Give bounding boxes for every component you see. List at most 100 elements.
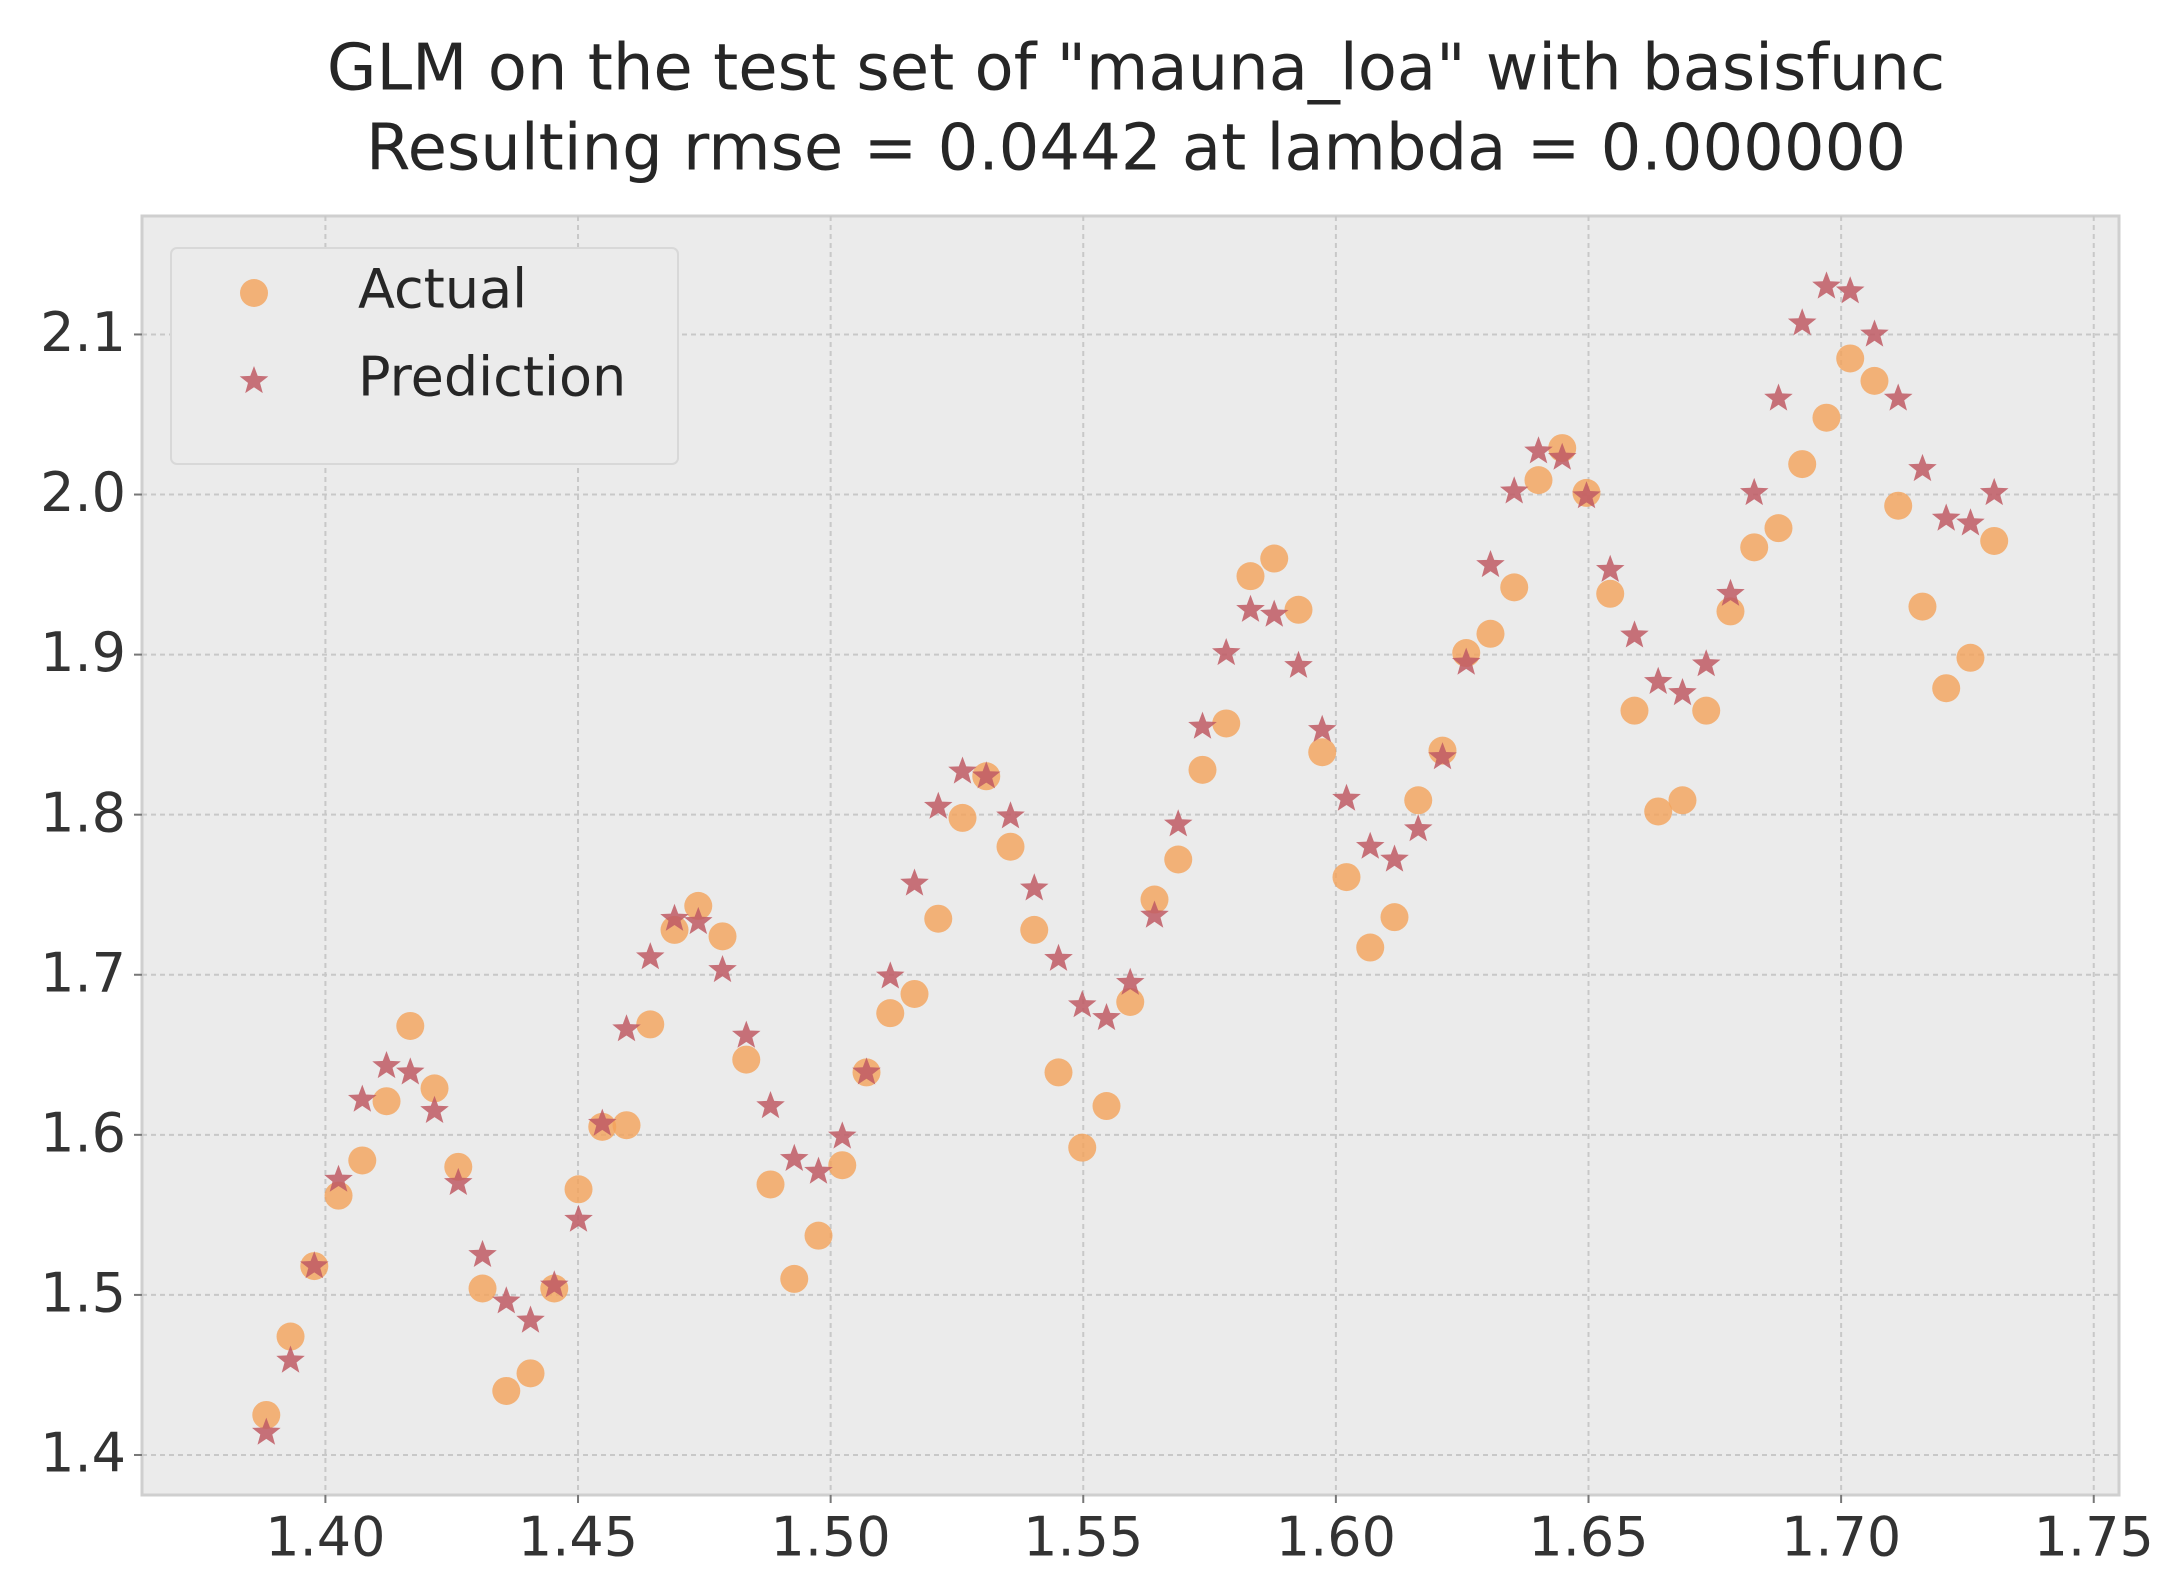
- legend-label: Actual: [358, 258, 527, 321]
- point: [1620, 696, 1649, 725]
- point: [1260, 544, 1289, 573]
- x-tick-label: 1.55: [1023, 1506, 1143, 1569]
- point: [1764, 514, 1793, 543]
- point: [1668, 786, 1697, 815]
- point: [1164, 845, 1193, 874]
- x-tick-label: 1.60: [1276, 1506, 1396, 1569]
- point: [564, 1204, 593, 1232]
- point: [1092, 1003, 1121, 1031]
- point: [1284, 650, 1313, 678]
- point: [1692, 649, 1721, 677]
- point: [372, 1051, 401, 1079]
- point: [1284, 595, 1313, 624]
- point: [492, 1376, 521, 1405]
- y-tick-label: 1.4: [40, 1422, 126, 1485]
- point: [1380, 903, 1409, 932]
- point: [660, 915, 689, 944]
- point: [348, 1084, 377, 1112]
- legend-marker: [240, 279, 268, 307]
- point: [756, 1170, 785, 1199]
- x-tick-label: 1.70: [1781, 1506, 1901, 1569]
- point: [1644, 666, 1673, 694]
- point: [1308, 714, 1337, 742]
- point: [1164, 809, 1193, 837]
- point: [444, 1152, 473, 1181]
- point: [1332, 863, 1361, 892]
- point: [540, 1270, 569, 1298]
- point: [1236, 594, 1265, 622]
- point: [996, 801, 1025, 829]
- point: [612, 1111, 641, 1140]
- point: [1836, 344, 1865, 373]
- point: [1596, 554, 1625, 582]
- point: [396, 1011, 425, 1040]
- point: [1668, 678, 1697, 706]
- point: [1476, 550, 1505, 578]
- point: [1356, 933, 1385, 962]
- point: [588, 1108, 617, 1136]
- point: [876, 999, 905, 1028]
- point: [372, 1087, 401, 1116]
- y-tick-label: 2.1: [40, 301, 126, 364]
- point: [1620, 620, 1649, 648]
- x-tick-label: 1.50: [771, 1506, 891, 1569]
- grid: 1.40 1.45 1.50 1.55 1.60 1.65 1.70 1.75 1.4 1.5 1.…: [40, 216, 2154, 1569]
- point: [252, 1400, 281, 1429]
- point: [1260, 599, 1289, 627]
- point: [1716, 597, 1745, 626]
- point: [1044, 943, 1073, 971]
- legend-marker: [239, 366, 269, 394]
- point: [924, 904, 953, 933]
- point: [1835, 276, 1865, 304]
- point: [1956, 643, 1985, 672]
- legend-box: [170, 247, 679, 465]
- point: [1524, 466, 1553, 495]
- point: [708, 955, 737, 983]
- point: [1787, 308, 1817, 336]
- point: [900, 868, 929, 896]
- point: [1596, 579, 1625, 608]
- point: [1236, 562, 1265, 591]
- point: [300, 1251, 329, 1279]
- point: [852, 1057, 881, 1085]
- point: [756, 1091, 785, 1119]
- point: [324, 1164, 353, 1192]
- point: [996, 832, 1025, 861]
- point: [1908, 592, 1937, 621]
- point: [804, 1221, 833, 1250]
- point: [1212, 638, 1241, 666]
- point: [1860, 366, 1889, 395]
- point: [348, 1146, 377, 1175]
- point: [1524, 436, 1553, 464]
- point: [1812, 403, 1841, 432]
- point: [1956, 508, 1985, 536]
- point: [420, 1095, 449, 1123]
- chart-subtitle: Resulting rmse = 0.0442 at lambda = 0.00…: [366, 112, 1906, 186]
- point: [468, 1274, 497, 1303]
- point: [708, 922, 737, 951]
- point: [1188, 755, 1217, 784]
- y-tick-label: 1.5: [40, 1262, 126, 1325]
- point: [492, 1286, 521, 1314]
- x-tick-label: 1.65: [1528, 1506, 1648, 1569]
- point: [684, 891, 713, 920]
- point: [780, 1264, 809, 1293]
- point: [1404, 814, 1433, 842]
- point: [1020, 873, 1049, 901]
- point: [1116, 967, 1145, 995]
- point: [564, 1175, 593, 1204]
- x-tick-label: 1.40: [265, 1506, 385, 1569]
- point: [876, 961, 905, 989]
- point: [732, 1045, 761, 1074]
- point: [1812, 271, 1841, 299]
- point: [1740, 533, 1769, 562]
- point: [636, 942, 665, 970]
- point: [780, 1143, 809, 1171]
- y-tick-label: 2.0: [40, 461, 126, 524]
- point: [276, 1345, 305, 1373]
- point: [1140, 900, 1169, 928]
- point: [1980, 526, 2009, 555]
- point: [636, 1010, 665, 1039]
- point: [1548, 442, 1577, 470]
- marks: [252, 271, 2009, 1445]
